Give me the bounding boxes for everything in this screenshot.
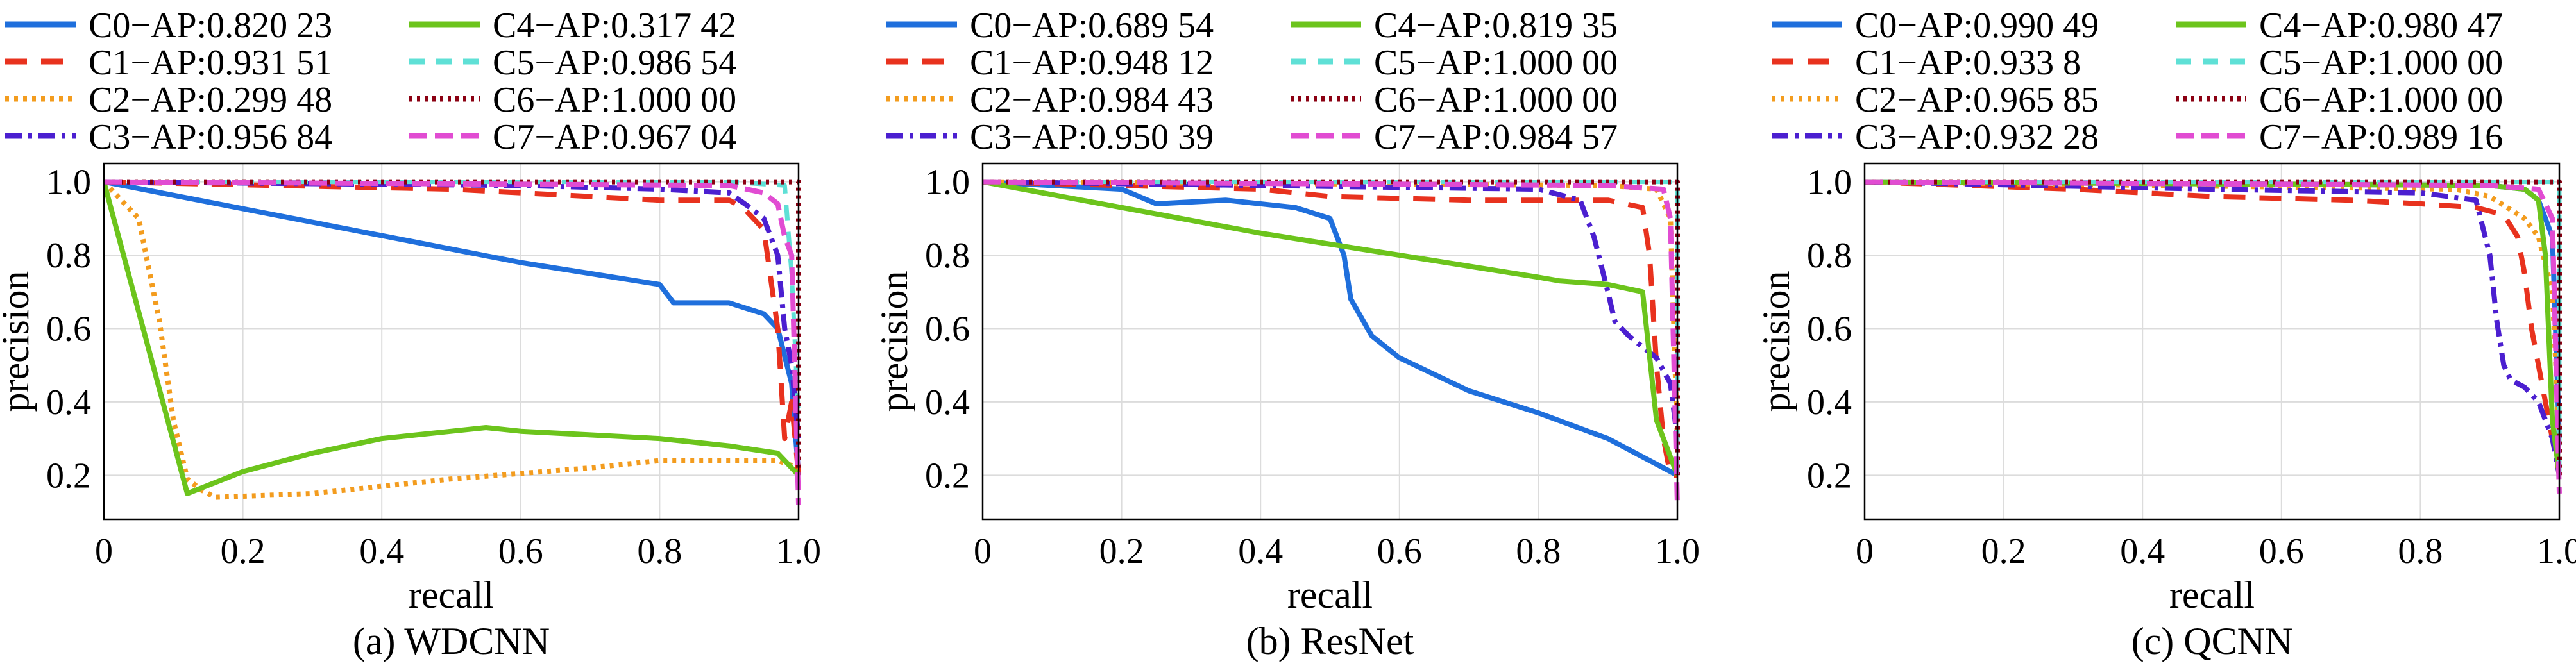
series-line-c3 [1865,179,2562,476]
legend: C0−AP:0.689 54 C4−AP:0.819 35 C1−AP:0.948 … [886,6,1618,157]
legend-label-c6: C6−AP:1.000 00 [1374,80,1618,120]
series-line-c1 [104,179,801,476]
legend-label-c1: C1−AP:0.931 51 [89,43,332,83]
series-line-c1 [1865,179,2562,476]
legend-label-c0: C0−AP:0.820 23 [89,6,332,46]
y-axis-label: precision [873,271,915,412]
series-line-c0 [1865,179,2562,439]
x-tick-label: 0 [95,531,113,571]
legend-label-c7: C7−AP:0.967 04 [493,117,736,157]
legend-label-c2: C2−AP:0.299 48 [89,80,332,120]
x-tick-label: 0.8 [2398,531,2443,571]
legend-label-c2: C2−AP:0.965 85 [1855,80,2099,120]
x-tick-label: 0.6 [498,531,543,571]
chart-panel-1: 0 0.2 0.4 0.6 0.8 1.00.20.40.60.81.0recallpre… [873,6,1700,662]
legend-label-c1: C1−AP:0.948 12 [970,43,1214,83]
series-line-c7 [104,179,801,505]
x-axis-label: recall [1287,574,1373,616]
legend-label-c5: C5−AP:0.986 54 [493,43,736,83]
y-tick-label: 0.2 [46,456,91,496]
panel-caption: (c) QCNN [2131,620,2293,662]
y-axis-label: precision [0,271,37,412]
x-tick-label: 1.0 [2537,531,2576,571]
legend-label-c1: C1−AP:0.933 8 [1855,43,2081,83]
panel-caption: (a) WDCNN [353,620,550,662]
x-tick-label: 0.2 [1981,531,2026,571]
plot-frame [1863,162,2561,521]
legend-label-c3: C3−AP:0.950 39 [970,117,1214,157]
plot-frame [103,162,800,521]
legend-label-c4: C4−AP:0.819 35 [1374,6,1618,46]
x-tick-label: 0 [1856,531,1874,571]
plot-frame [981,162,1679,521]
y-tick-label: 0.6 [925,309,970,349]
series-line-c2 [1865,179,2562,439]
y-tick-label: 0.4 [925,383,970,422]
x-axis-label: recall [2169,574,2255,616]
x-tick-label: 0.2 [221,531,266,571]
x-tick-label: 1.0 [1655,531,1700,571]
legend-label-c2: C2−AP:0.984 43 [970,80,1214,120]
series-line-c7 [983,179,1680,505]
series-line-c3 [983,179,1680,439]
y-axis-label: precision [1755,271,1797,412]
x-tick-label: 1.0 [776,531,821,571]
legend: C0−AP:0.820 23 C4−AP:0.317 42 C1−AP:0.931 … [5,6,736,157]
chart-panel-2: 0 0.2 0.4 0.6 0.8 1.00.20.40.60.81.0recallpre… [1755,6,2576,662]
series-line-c3 [104,179,801,439]
y-tick-label: 1.0 [925,163,970,203]
series-line-c0 [104,179,801,476]
y-tick-label: 0.2 [1807,456,1852,496]
panel-caption: (b) ResNet [1246,620,1414,662]
y-tick-label: 0.6 [1807,309,1852,349]
legend-label-c3: C3−AP:0.956 84 [89,117,332,157]
legend-label-c4: C4−AP:0.980 47 [2259,6,2503,46]
y-tick-label: 0.8 [925,236,970,276]
y-tick-label: 0.6 [46,309,91,349]
y-tick-label: 1.0 [46,163,91,203]
y-tick-label: 1.0 [1807,163,1852,203]
x-tick-label: 0.4 [1238,531,1283,571]
legend-label-c6: C6−AP:1.000 00 [493,80,736,120]
series-line-c4 [104,181,801,496]
legend-label-c7: C7−AP:0.989 16 [2259,117,2503,157]
x-tick-label: 0.6 [1377,531,1422,571]
legend-label-c3: C3−AP:0.932 28 [1855,117,2099,157]
x-tick-label: 0 [974,531,992,571]
legend-label-c5: C5−AP:1.000 00 [1374,43,1618,83]
y-tick-label: 0.2 [925,456,970,496]
legend: C0−AP:0.990 49 C4−AP:0.980 47 C1−AP:0.933 … [1772,6,2503,157]
x-tick-label: 0.4 [2120,531,2165,571]
legend-label-c0: C0−AP:0.990 49 [1855,6,2099,46]
legend-label-c5: C5−AP:1.000 00 [2259,43,2503,83]
series-line-c0 [983,179,1679,478]
x-tick-label: 0.8 [1516,531,1561,571]
legend-label-c0: C0−AP:0.689 54 [970,6,1214,46]
x-axis-label: recall [409,574,494,616]
x-tick-label: 0.8 [637,531,682,571]
y-tick-label: 0.8 [46,236,91,276]
series-line-c4 [983,179,1680,476]
x-tick-label: 0.4 [359,531,404,571]
chart-panel-0: 0 0.2 0.4 0.6 0.8 1.00.20.40.60.81.0recallpre… [0,6,821,662]
y-tick-label: 0.4 [1807,383,1852,422]
x-tick-label: 0.2 [1099,531,1144,571]
legend-label-c6: C6−AP:1.000 00 [2259,80,2503,120]
series-line-c7 [1865,179,2562,494]
x-tick-label: 0.6 [2259,531,2304,571]
y-tick-label: 0.8 [1807,236,1852,276]
y-tick-label: 0.4 [46,383,91,422]
legend-label-c4: C4−AP:0.317 42 [493,6,736,46]
legend-label-c7: C7−AP:0.984 57 [1374,117,1618,157]
series-line-c2 [104,180,800,500]
